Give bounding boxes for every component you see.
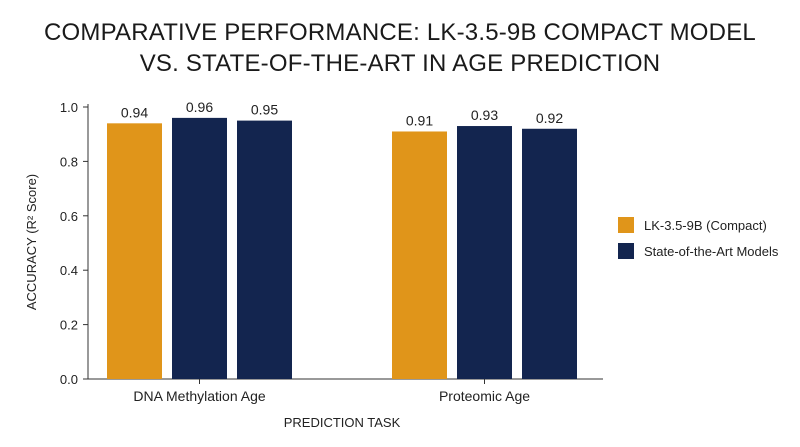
x-axis-category-labels: DNA Methylation Age Proteomic Age [133,379,530,404]
bar-group [107,117,577,379]
y-axis-ticks: 0.0 0.2 0.4 0.6 0.8 1.0 [60,100,88,387]
bar-value-label: 0.91 [406,112,433,128]
x-axis-title: PREDICTION TASK [284,415,401,430]
bar [457,126,512,379]
legend: LK-3.5-9B (Compact) State-of-the-Art Mode… [618,217,779,259]
legend-swatch [618,217,634,233]
chart-title-line-2: VS. STATE-OF-THE-ART IN AGE PREDICTION [140,50,661,77]
bar-value-label: 0.94 [121,104,148,120]
value-labels: 0.94 0.96 0.95 0.91 0.93 0.92 [121,99,563,129]
bar-value-label: 0.92 [536,110,563,126]
y-tick-label: 0.0 [60,372,78,387]
chart-title-line-1: COMPARATIVE PERFORMANCE: LK-3.5-9B COMPA… [44,19,756,46]
x-category-label: Proteomic Age [439,388,530,404]
legend-label: LK-3.5-9B (Compact) [644,218,767,233]
bar [522,128,577,379]
y-tick-label: 0.6 [60,209,78,224]
bar [172,117,227,379]
bar [107,123,162,379]
y-tick-label: 1.0 [60,100,78,115]
x-category-label: DNA Methylation Age [133,388,266,404]
legend-label: State-of-the-Art Models [644,244,779,259]
bar [237,120,292,379]
bar [392,131,447,379]
y-axis-title: ACCURACY (R² Score) [24,174,39,310]
bar-value-label: 0.96 [186,99,213,115]
legend-swatch [618,243,634,259]
bar-value-label: 0.95 [251,102,278,118]
bar-value-label: 0.93 [471,107,498,123]
y-tick-label: 0.2 [60,318,78,333]
y-tick-label: 0.4 [60,263,78,278]
y-tick-label: 0.8 [60,154,78,169]
